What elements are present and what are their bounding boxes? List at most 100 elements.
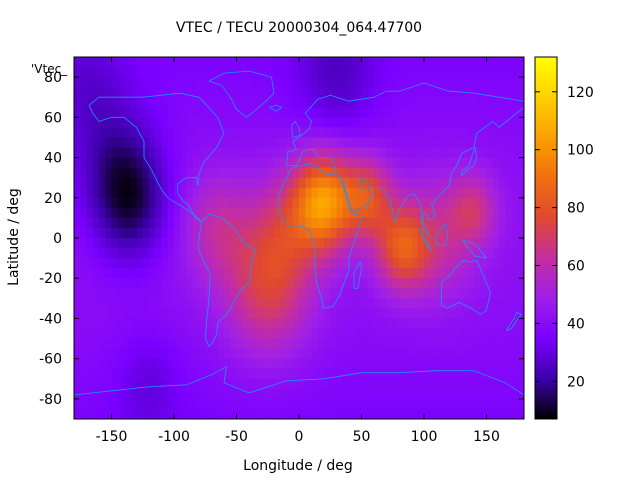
heatmap-cell	[261, 177, 269, 189]
heatmap-cell	[486, 358, 494, 370]
heatmap-cell	[136, 77, 144, 88]
heatmap-cell	[511, 187, 519, 199]
heatmap-cell	[405, 57, 413, 68]
heatmap-cell	[292, 268, 300, 279]
heatmap-cell	[486, 378, 494, 390]
heatmap-cell	[511, 258, 519, 269]
heatmap-cell	[205, 348, 213, 360]
heatmap-cell	[492, 358, 500, 370]
heatmap-cell	[430, 278, 438, 289]
heatmap-cell	[386, 207, 394, 219]
heatmap-cell	[511, 288, 519, 299]
heatmap-cell	[517, 368, 524, 380]
heatmap-cell	[430, 217, 438, 229]
heatmap-cell	[392, 197, 400, 209]
heatmap-cell	[405, 408, 413, 419]
heatmap-cell	[217, 67, 225, 78]
heatmap-cell	[267, 238, 275, 249]
heatmap-cell	[130, 408, 138, 419]
heatmap-cell	[111, 87, 119, 98]
heatmap-cell	[155, 207, 163, 219]
heatmap-cell	[149, 127, 156, 139]
heatmap-cell	[86, 408, 94, 419]
heatmap-cell	[417, 238, 425, 249]
heatmap-cell	[342, 107, 350, 118]
heatmap-cell	[399, 348, 406, 360]
heatmap-cell	[117, 77, 125, 88]
heatmap-cell	[436, 157, 444, 169]
heatmap-cell	[442, 157, 450, 169]
heatmap-cell	[167, 227, 175, 239]
heatmap-cell	[80, 278, 88, 289]
heatmap-cell	[417, 328, 425, 340]
heatmap-cell	[74, 117, 81, 128]
heatmap-cell	[92, 87, 100, 98]
heatmap-cell	[424, 348, 431, 360]
y-tick-label: 40	[44, 151, 62, 167]
heatmap-cell	[149, 388, 156, 400]
heatmap-cell	[411, 258, 419, 269]
heatmap-cell	[505, 238, 513, 249]
heatmap-cell	[111, 67, 119, 78]
heatmap-cell	[274, 207, 281, 219]
heatmap-cell	[374, 67, 381, 78]
heatmap-cell	[74, 187, 81, 199]
heatmap-cell	[380, 338, 388, 350]
heatmap-cell	[217, 278, 225, 289]
heatmap-cell	[167, 338, 175, 350]
heatmap-cell	[449, 157, 456, 169]
heatmap-cell	[424, 378, 431, 390]
heatmap-cell	[417, 248, 425, 259]
heatmap-cell	[167, 177, 175, 189]
heatmap-cell	[142, 338, 150, 350]
heatmap-cell	[405, 258, 413, 269]
heatmap-cell	[199, 388, 206, 400]
heatmap-cell	[374, 318, 381, 330]
heatmap-cell	[486, 167, 494, 179]
heatmap-cell	[211, 358, 219, 370]
heatmap-cell	[280, 207, 288, 219]
heatmap-cell	[130, 197, 138, 209]
heatmap-cell	[80, 348, 88, 360]
heatmap-cell	[155, 258, 163, 269]
heatmap-cell	[130, 137, 138, 149]
heatmap-cell	[292, 338, 300, 350]
heatmap-cell	[317, 318, 325, 330]
heatmap-cell	[311, 57, 319, 68]
heatmap-cell	[292, 328, 300, 340]
heatmap-cell	[305, 217, 313, 229]
heatmap-cell	[136, 388, 144, 400]
heatmap-cell	[455, 328, 463, 340]
heatmap-cell	[386, 57, 394, 68]
heatmap-cell	[330, 348, 338, 360]
heatmap-cell	[136, 408, 144, 419]
heatmap-cell	[355, 298, 363, 309]
heatmap-cell	[392, 368, 400, 380]
heatmap-cell	[474, 167, 481, 179]
heatmap-cell	[280, 197, 288, 209]
heatmap-cell	[317, 358, 325, 370]
heatmap-cell	[192, 358, 200, 370]
heatmap-cell	[230, 238, 238, 249]
heatmap-cell	[474, 57, 481, 68]
heatmap-cell	[474, 187, 481, 199]
heatmap-cell	[261, 378, 269, 390]
heatmap-cell	[80, 147, 88, 159]
heatmap-cell	[474, 368, 481, 380]
heatmap-cell	[367, 238, 375, 249]
heatmap-cell	[492, 338, 500, 350]
heatmap-cell	[224, 398, 231, 410]
heatmap-cell	[186, 298, 194, 309]
heatmap-cell	[486, 248, 494, 259]
heatmap-cell	[299, 77, 306, 88]
heatmap-cell	[105, 197, 113, 209]
heatmap-cell	[192, 278, 200, 289]
heatmap-cell	[480, 227, 488, 239]
heatmap-cell	[255, 107, 263, 118]
heatmap-cell	[217, 398, 225, 410]
heatmap-cell	[267, 177, 275, 189]
heatmap-cell	[111, 298, 119, 309]
heatmap-cell	[249, 77, 256, 88]
heatmap-cell	[224, 358, 231, 370]
heatmap-cell	[430, 97, 438, 108]
